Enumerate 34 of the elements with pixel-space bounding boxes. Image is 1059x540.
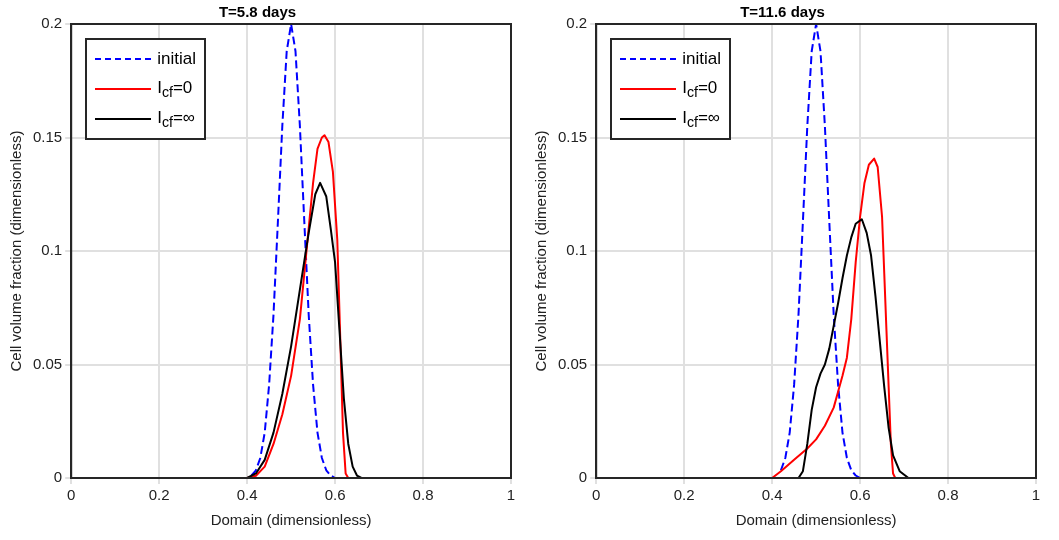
legend-label: initial (682, 49, 721, 69)
y-tick-label: 0.05 (32, 354, 63, 372)
y-tick-label: 0.1 (41, 241, 63, 259)
x-tick-label: 1 (506, 486, 516, 504)
y-tick-label: 0.2 (41, 14, 63, 32)
y-tick-label: 0 (53, 468, 63, 486)
x-tick-label: 0.4 (761, 486, 783, 504)
y-tick-label: 0 (578, 468, 588, 486)
legend-label: I$_{cf}$=∞ (682, 107, 720, 131)
y-tick-label: 0.15 (557, 127, 588, 145)
y-axis-title: Cell volume fraction (dimensionless) (7, 130, 25, 372)
x-axis-title: Domain (dimensionless) (210, 511, 372, 529)
x-tick-label: 0 (67, 486, 76, 504)
y-tick-label: 0.05 (557, 354, 588, 372)
y-tick-label: 0.15 (32, 127, 63, 145)
chart-title: T=11.6 days (740, 3, 825, 21)
x-tick-label: 0 (592, 486, 601, 504)
x-axis-title: Domain (dimensionless) (735, 511, 897, 529)
x-tick-label: 0.2 (148, 486, 170, 504)
y-tick-label: 0.1 (566, 241, 588, 259)
chart-title: T=5.8 days (218, 3, 297, 21)
legend-label: I$_{cf}$=0 (682, 77, 718, 101)
y-axis-title: Cell volume fraction (dimensionless) (532, 130, 550, 372)
x-tick-label: 0.8 (937, 486, 959, 504)
x-tick-label: 0.4 (236, 486, 258, 504)
y-tick-label: 0.2 (566, 14, 588, 32)
x-tick-label: 0.2 (673, 486, 695, 504)
legend-label: I$_{cf}$=∞ (157, 107, 195, 131)
legend-label: initial (157, 49, 196, 69)
x-tick-label: 0.8 (412, 486, 434, 504)
x-tick-label: 1 (1031, 486, 1041, 504)
legend-label: I$_{cf}$=0 (157, 77, 193, 101)
x-tick-label: 0.6 (849, 486, 871, 504)
x-tick-label: 0.6 (324, 486, 346, 504)
